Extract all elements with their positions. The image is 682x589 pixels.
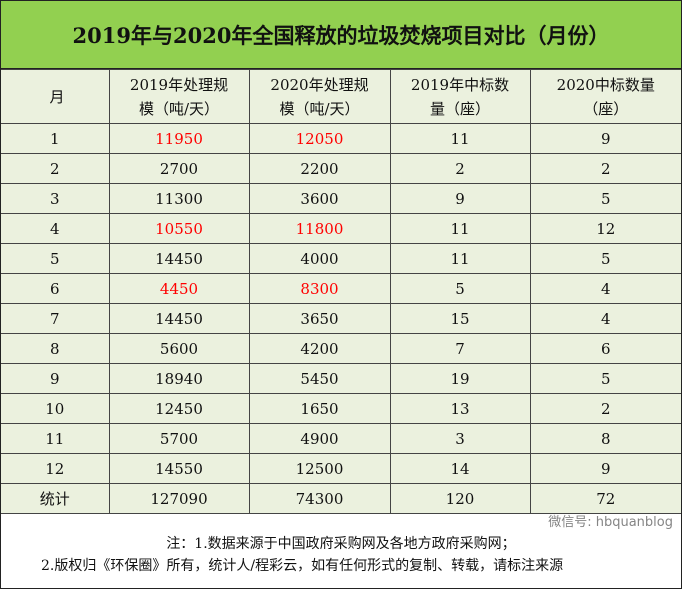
cell-num2020: 9 — [529, 123, 681, 154]
cell-cap2020: 4200 — [248, 333, 391, 364]
cell-num2020: 4 — [529, 303, 681, 334]
table-row: 2 2700 2200 2 2 — [1, 153, 681, 184]
total-cap2019: 127090 — [108, 483, 250, 514]
cell-month: 5 — [1, 243, 110, 274]
cell-month: 6 — [1, 273, 110, 304]
table-row: 4 10550 11800 11 12 — [1, 213, 681, 244]
cell-month: 4 — [1, 213, 110, 244]
header-row: 月 2019年处理规模（吨/天） 2020年处理规模（吨/天） 2019年中标数量（座… — [1, 69, 681, 124]
cell-month: 2 — [1, 153, 110, 184]
cell-cap2020: 11800 — [248, 213, 391, 244]
table-row: 8 5600 4200 7 6 — [1, 333, 681, 364]
table-row: 9 18940 5450 19 5 — [1, 363, 681, 394]
cell-cap2020: 2200 — [248, 153, 391, 184]
cell-num2020: 6 — [529, 333, 681, 364]
table-row: 7 14450 3650 15 4 — [1, 303, 681, 334]
total-month: 统计 — [1, 483, 110, 514]
cell-month: 10 — [1, 393, 110, 424]
cell-num2020: 4 — [529, 273, 681, 304]
cell-cap2020: 12050 — [248, 123, 391, 154]
cell-num2020: 2 — [529, 393, 681, 424]
cell-cap2019: 5700 — [108, 423, 250, 454]
cell-month: 11 — [1, 423, 110, 454]
table-row: 3 11300 3600 9 5 — [1, 183, 681, 214]
cell-cap2019: 18940 — [108, 363, 250, 394]
cell-cap2019: 12450 — [108, 393, 250, 424]
column-header-label: 2020中标数量（座） — [556, 75, 655, 118]
cell-cap2019: 14450 — [108, 243, 250, 274]
cell-month: 12 — [1, 453, 110, 484]
column-header: 2019年中标数量（座） — [389, 69, 531, 124]
cell-cap2019: 14450 — [108, 303, 250, 334]
cell-cap2019: 11300 — [108, 183, 250, 214]
cell-num2019: 13 — [389, 393, 531, 424]
table-row: 11 5700 4900 3 8 — [1, 423, 681, 454]
cell-num2019: 11 — [389, 213, 531, 244]
cell-month: 1 — [1, 123, 110, 154]
cell-month: 9 — [1, 363, 110, 394]
cell-cap2020: 3600 — [248, 183, 391, 214]
cell-month: 3 — [1, 183, 110, 214]
watermark: 微信号: hbquanblog — [548, 515, 673, 530]
table-row: 12 14550 12500 14 9 — [1, 453, 681, 484]
total-row: 统计 127090 74300 120 72 — [1, 483, 681, 514]
cell-cap2020: 5450 — [248, 363, 391, 394]
cell-num2019: 5 — [389, 273, 531, 304]
data-table: 月 2019年处理规模（吨/天） 2020年处理规模（吨/天） 2019年中标数量（座… — [1, 69, 681, 514]
table-row: 5 14450 4000 11 5 — [1, 243, 681, 274]
total-num2019: 120 — [389, 483, 531, 514]
cell-num2020: 5 — [529, 363, 681, 394]
cell-num2019: 14 — [389, 453, 531, 484]
cell-month: 7 — [1, 303, 110, 334]
cell-cap2019: 4450 — [108, 273, 250, 304]
cell-num2020: 12 — [529, 213, 681, 244]
column-header-label: 2020年处理规模（吨/天） — [270, 75, 369, 118]
cell-cap2020: 8300 — [248, 273, 391, 304]
note-source: 注：1.数据来源于中国政府采购网及各地方政府采购网； — [166, 536, 516, 552]
cell-cap2019: 2700 — [108, 153, 250, 184]
total-num2020: 72 — [529, 483, 681, 514]
column-header: 2020年处理规模（吨/天） — [248, 69, 391, 124]
cell-num2020: 9 — [529, 453, 681, 484]
cell-num2020: 2 — [529, 153, 681, 184]
cell-num2019: 2 — [389, 153, 531, 184]
table-row: 10 12450 1650 13 2 — [1, 393, 681, 424]
column-header: 2020中标数量（座） — [529, 69, 681, 124]
column-header-label: 2019年处理规模（吨/天） — [129, 75, 229, 118]
cell-cap2019: 14550 — [108, 453, 250, 484]
column-header-label: 月 — [49, 87, 65, 106]
cell-num2020: 5 — [529, 183, 681, 214]
cell-cap2020: 1650 — [248, 393, 391, 424]
table-title: 2019年与2020年全国释放的垃圾焚烧项目对比（月份） — [1, 1, 681, 69]
cell-num2019: 11 — [389, 243, 531, 274]
cell-cap2019: 5600 — [108, 333, 250, 364]
cell-num2019: 11 — [389, 123, 531, 154]
total-cap2020: 74300 — [248, 483, 391, 514]
cell-num2019: 15 — [389, 303, 531, 334]
cell-cap2020: 4000 — [248, 243, 391, 274]
cell-month: 8 — [1, 333, 110, 364]
table-row: 6 4450 8300 5 4 — [1, 273, 681, 304]
cell-cap2020: 4900 — [248, 423, 391, 454]
table-row: 1 11950 12050 11 9 — [1, 123, 681, 154]
cell-cap2020: 3650 — [248, 303, 391, 334]
cell-num2019: 7 — [389, 333, 531, 364]
note-copyright: 2.版权归《环保圈》所有，统计人/程彩云，如有任何形式的复制、转载，请标注来源 — [41, 558, 564, 574]
column-header: 2019年处理规模（吨/天） — [108, 69, 250, 124]
cell-num2019: 3 — [389, 423, 531, 454]
footnote: 注：1.数据来源于中国政府采购网及各地方政府采购网； 2.版权归《环保圈》所有，… — [1, 513, 681, 588]
column-header-label: 2019年中标数量（座） — [410, 75, 510, 118]
column-header: 月 — [1, 69, 110, 124]
cell-num2019: 9 — [389, 183, 531, 214]
cell-cap2020: 12500 — [248, 453, 391, 484]
cell-num2020: 8 — [529, 423, 681, 454]
cell-cap2019: 11950 — [108, 123, 250, 154]
cell-num2020: 5 — [529, 243, 681, 274]
cell-num2019: 19 — [389, 363, 531, 394]
cell-cap2019: 10550 — [108, 213, 250, 244]
